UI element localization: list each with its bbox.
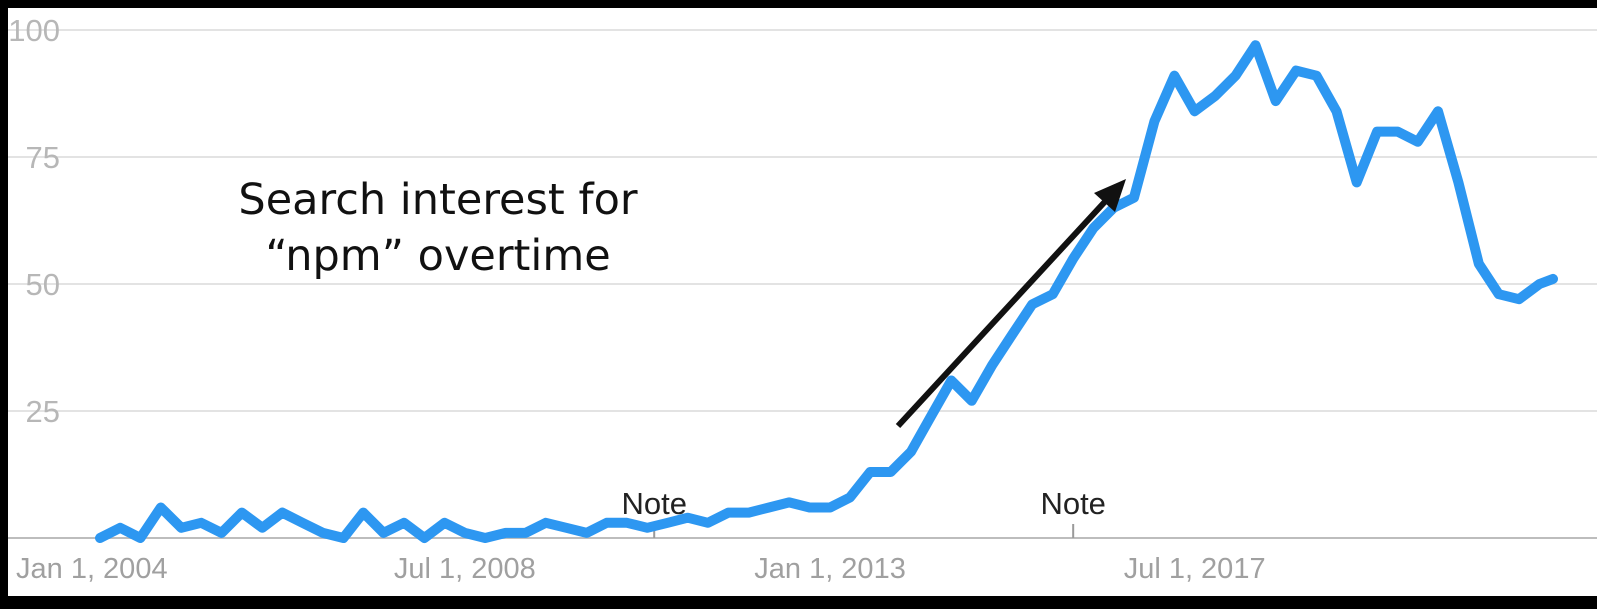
series-line xyxy=(95,40,1558,543)
x-tick-label: Jan 1, 2004 xyxy=(16,553,168,585)
note-label[interactable]: Note xyxy=(621,486,686,521)
gridlines xyxy=(8,29,1597,412)
series-layer xyxy=(95,40,1558,543)
x-tick-label: Jul 1, 2008 xyxy=(394,553,536,585)
annotation-line-2: “npm” overtime xyxy=(265,231,610,281)
annotation-arrow xyxy=(895,191,1115,429)
y-axis-ticks: 25 50 75 100 xyxy=(8,13,60,429)
x-tick-label: Jul 1, 2017 xyxy=(1124,553,1266,585)
annotation: Search interest for “npm” overtime xyxy=(238,175,1126,429)
y-tick-label: 25 xyxy=(26,394,60,429)
y-tick-label: 75 xyxy=(26,140,60,175)
annotation-line-1: Search interest for xyxy=(238,175,637,225)
y-tick-label: 100 xyxy=(8,13,60,48)
note-label[interactable]: Note xyxy=(1040,486,1105,521)
annotation-arrowhead xyxy=(1094,179,1126,212)
x-axis: Jan 1, 2004 Jul 1, 2008 Jan 1, 2013 Jul 1, … xyxy=(8,537,1597,585)
plot-panel: 25 50 75 100 Jan 1, 2004 Jul 1, 2008 Jan 1, 2… xyxy=(8,8,1597,596)
x-tick-label: Jan 1, 2013 xyxy=(754,553,906,585)
note-markers: Note Note xyxy=(621,486,1106,538)
y-tick-label: 50 xyxy=(26,267,60,302)
